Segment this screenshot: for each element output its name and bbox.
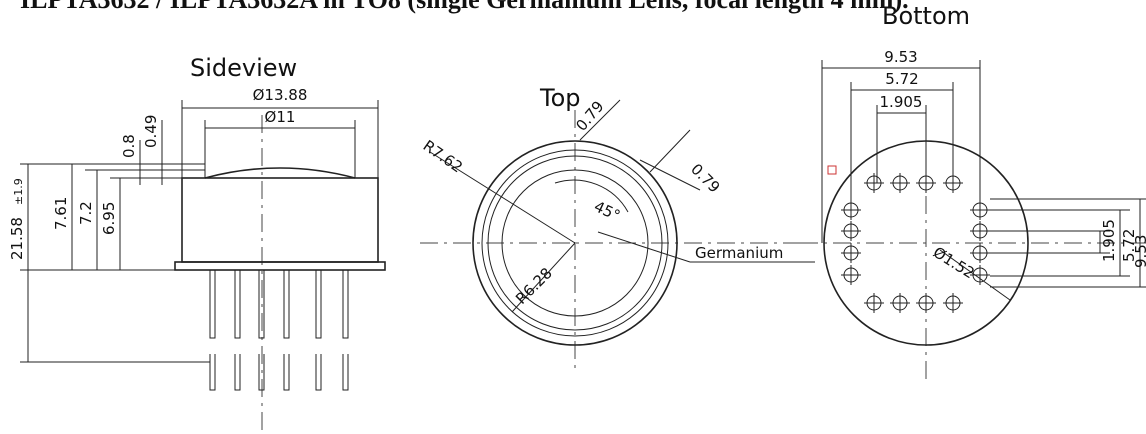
dimension: R6.28 <box>512 264 556 308</box>
view-label: Top <box>539 84 581 112</box>
drawing-line <box>210 354 348 390</box>
drawing: ILPTA3632 / ILPTA3632A in TO8 (single Ge… <box>0 0 1146 434</box>
drawing-line <box>210 270 348 338</box>
dimension: 21.58 <box>8 217 26 260</box>
view-label: Bottom <box>882 2 970 30</box>
dimension: 7.61 <box>52 197 70 230</box>
drawing-line <box>650 130 690 172</box>
pins <box>210 270 348 390</box>
dimension: 0.79 <box>687 160 723 196</box>
flange <box>175 262 385 270</box>
dimension: 7.2 <box>77 201 95 225</box>
dimension: 9.53 <box>1132 235 1146 268</box>
dimension: 1.905 <box>1100 219 1118 262</box>
dimension: Ø1.52 <box>930 243 978 282</box>
dimension: 5.72 <box>885 70 918 88</box>
body <box>182 178 378 262</box>
dimension: Ø11 <box>265 108 296 126</box>
lens <box>205 168 355 178</box>
dimension: R7.62 <box>420 137 466 177</box>
page-title: ILPTA3632 / ILPTA3632A in TO8 (single Ge… <box>20 0 909 14</box>
tolerance: ±1.9 <box>12 178 25 205</box>
dimension: 6.95 <box>100 202 118 235</box>
bottom-view: Bottom 9.53 5.72 1.905 1.905 5.72 9.53 Ø… <box>800 2 1146 385</box>
dimension: 1.905 <box>880 93 923 111</box>
dimension: Ø13.88 <box>253 86 308 104</box>
sideview: Sideview Ø13.88 Ø11 21.58 ±1.9 7.61 7.2 … <box>8 54 385 434</box>
orientation-tab <box>828 166 836 174</box>
top-view: Top R7.62 0.79 45° 0.79 R6.28 Germanium <box>420 84 815 372</box>
view-label: Sideview <box>190 54 297 82</box>
dimension: 0.49 <box>142 115 160 148</box>
dimension: 9.53 <box>884 48 917 66</box>
material-label: Germanium <box>695 244 783 262</box>
dimension: 45° <box>591 197 623 225</box>
dimension: 0.8 <box>120 134 138 158</box>
